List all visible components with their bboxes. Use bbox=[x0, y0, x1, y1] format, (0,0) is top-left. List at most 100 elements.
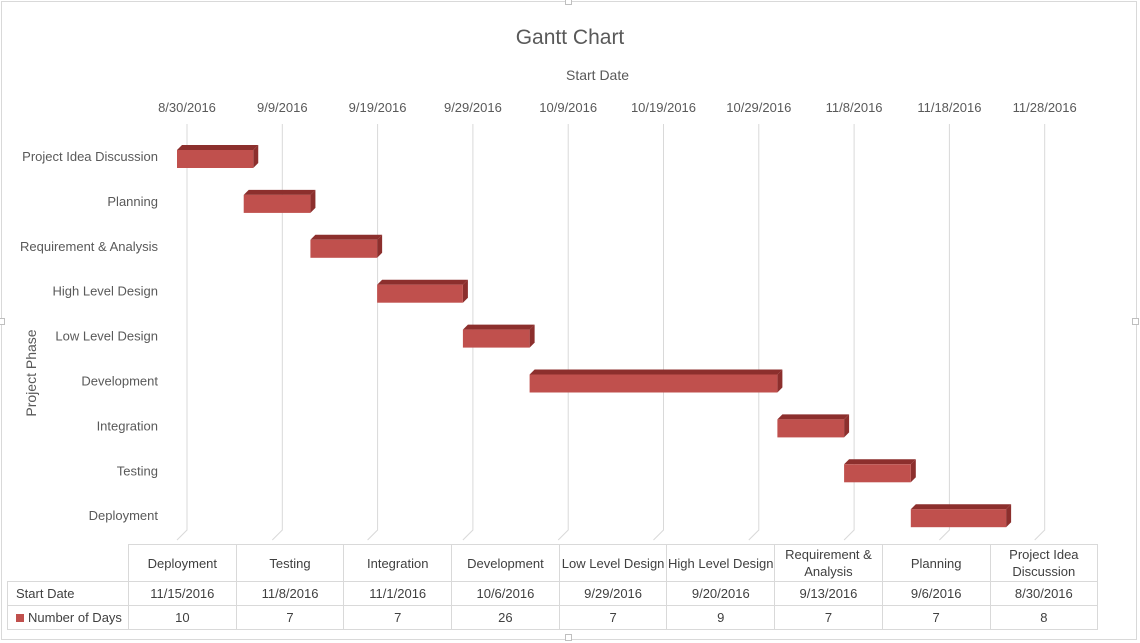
data-table[interactable]: Deployment Testing Integration Development L… bbox=[7, 544, 1099, 630]
chart-title[interactable]: Gantt Chart bbox=[515, 26, 625, 49]
x-tick-label: 9/19/2016 bbox=[349, 100, 407, 115]
bar-top-face bbox=[310, 234, 383, 240]
table-column-header: Integration bbox=[343, 544, 453, 582]
resize-handle-left[interactable] bbox=[0, 318, 5, 325]
bar-side-face bbox=[910, 459, 916, 483]
bar-side-face bbox=[310, 189, 316, 213]
table-row: Start Date 11/15/2016 11/8/2016 11/1/2016 10… bbox=[7, 581, 1099, 606]
bar-side-face bbox=[462, 279, 468, 303]
table-cell: 7 bbox=[235, 605, 345, 630]
x-tick-label: 9/9/2016 bbox=[257, 100, 308, 115]
table-header-row: Deployment Testing Integration Development L… bbox=[7, 544, 1099, 582]
table-cell: 26 bbox=[451, 605, 560, 630]
table-column-header: Testing bbox=[235, 544, 345, 582]
bar-top-face bbox=[844, 459, 916, 465]
table-cell: 11/1/2016 bbox=[343, 581, 453, 606]
y-category-label: Project Idea Discussion bbox=[22, 149, 158, 164]
table-row-header: Number of Days bbox=[7, 605, 129, 630]
table-corner-cell bbox=[7, 544, 129, 582]
table-cell: 7 bbox=[343, 605, 453, 630]
x-tick-label: 10/29/2016 bbox=[726, 100, 791, 115]
bar-side-face bbox=[777, 369, 783, 393]
x-gridline bbox=[939, 124, 950, 541]
y-category-label: Development bbox=[81, 374, 158, 389]
table-row-header: Start Date bbox=[7, 581, 129, 606]
table-column-header: Deployment bbox=[128, 544, 237, 582]
bar-side-face bbox=[844, 414, 850, 438]
x-tick-label: 10/19/2016 bbox=[631, 100, 696, 115]
table-column-header: Requirement & Analysis bbox=[774, 544, 883, 582]
table-cell: 9/29/2016 bbox=[558, 581, 668, 606]
table-column-header: Low Level Design bbox=[558, 544, 668, 582]
bar-top-face bbox=[777, 414, 850, 420]
table-cell: 9/20/2016 bbox=[666, 581, 776, 606]
duration-bar[interactable] bbox=[310, 239, 378, 258]
table-cell: 9/13/2016 bbox=[774, 581, 883, 606]
x-tick-label: 9/29/2016 bbox=[444, 100, 502, 115]
bar-side-face bbox=[1006, 504, 1012, 528]
table-cell: 8/30/2016 bbox=[989, 581, 1099, 606]
table-row-label: Start Date bbox=[16, 586, 75, 601]
resize-handle-top[interactable] bbox=[565, 0, 572, 5]
y-category-label: Planning bbox=[107, 194, 158, 209]
duration-bar[interactable] bbox=[844, 464, 911, 483]
bar-top-face bbox=[462, 324, 535, 330]
bar-side-face bbox=[253, 145, 259, 168]
y-category-label: Deployment bbox=[89, 508, 159, 523]
table-column-header: Project Idea Discussion bbox=[989, 544, 1099, 582]
table-cell: 11/15/2016 bbox=[128, 581, 237, 606]
x-gridline bbox=[1034, 124, 1046, 541]
table-cell: 7 bbox=[774, 605, 883, 630]
bar-side-face bbox=[529, 324, 535, 348]
y-category-label: Requirement & Analysis bbox=[20, 239, 159, 254]
y-category-label: Testing bbox=[117, 463, 158, 478]
bar-top-face bbox=[910, 504, 1012, 510]
x-gridline bbox=[367, 124, 379, 541]
table-column-header: Development bbox=[451, 544, 560, 582]
bar-top-face bbox=[243, 189, 316, 195]
table-cell: 9 bbox=[666, 605, 776, 630]
x-tick-label: 8/30/2016 bbox=[158, 100, 216, 115]
duration-bar[interactable] bbox=[177, 150, 254, 168]
x-tick-label: 10/9/2016 bbox=[539, 100, 597, 115]
table-cell: 9/6/2016 bbox=[881, 581, 991, 606]
bar-top-face bbox=[177, 145, 259, 150]
duration-bar[interactable] bbox=[377, 284, 463, 303]
x-gridline bbox=[271, 124, 283, 541]
x-gridline bbox=[653, 124, 664, 541]
x-axis-title[interactable]: Start Date bbox=[565, 67, 630, 83]
x-gridline bbox=[462, 124, 474, 541]
duration-bar[interactable] bbox=[462, 329, 530, 348]
bar-top-face bbox=[377, 279, 468, 285]
y-category-label: Low Level Design bbox=[55, 329, 158, 344]
x-tick-label: 11/8/2016 bbox=[826, 100, 883, 115]
y-category-label: High Level Design bbox=[52, 284, 158, 299]
x-tick-label: 11/28/2016 bbox=[1013, 100, 1077, 115]
x-gridline bbox=[843, 124, 855, 541]
y-category-label: Integration bbox=[97, 418, 158, 433]
x-gridline bbox=[176, 124, 188, 541]
table-cell: 10 bbox=[128, 605, 237, 630]
table-cell: 7 bbox=[558, 605, 668, 630]
bar-side-face bbox=[377, 234, 383, 258]
x-tick-label: 11/18/2016 bbox=[917, 100, 981, 115]
bar-top-face bbox=[529, 369, 783, 375]
x-gridline bbox=[557, 124, 569, 541]
resize-handle-bottom[interactable] bbox=[565, 634, 572, 641]
duration-bar[interactable] bbox=[777, 419, 845, 438]
table-column-header: High Level Design bbox=[666, 544, 776, 582]
duration-bar[interactable] bbox=[910, 509, 1007, 528]
table-cell: 11/8/2016 bbox=[235, 581, 345, 606]
resize-handle-right[interactable] bbox=[1132, 318, 1139, 325]
table-cell: 7 bbox=[881, 605, 991, 630]
duration-bar[interactable] bbox=[529, 374, 778, 393]
table-cell: 10/6/2016 bbox=[451, 581, 560, 606]
table-column-header: Planning bbox=[881, 544, 991, 582]
table-cell: 8 bbox=[989, 605, 1099, 630]
table-row: Number of Days 10 7 7 26 7 9 7 7 8 bbox=[7, 605, 1099, 630]
duration-bar[interactable] bbox=[243, 194, 311, 213]
table-row-label: Number of Days bbox=[28, 610, 122, 625]
legend-key bbox=[16, 614, 24, 622]
